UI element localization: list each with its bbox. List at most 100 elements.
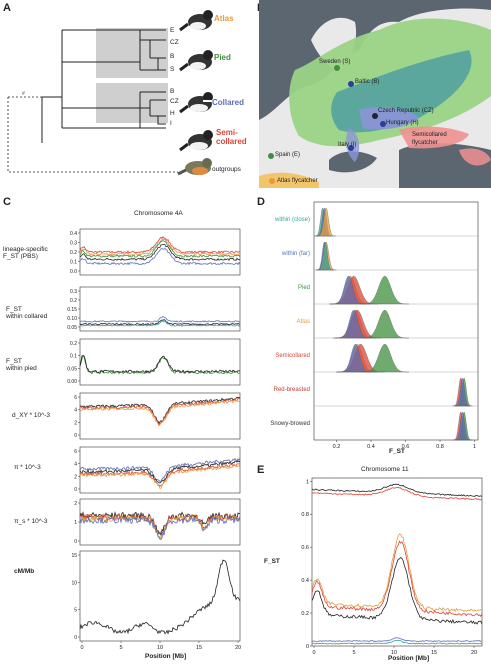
site-baltic <box>348 81 354 87</box>
species-label-semicollared-1: Semi- <box>216 128 238 137</box>
map-label-czech: Czech Republic (CZ) <box>378 108 434 114</box>
row-label-fst-collared-2: within collared <box>6 313 48 320</box>
pbs-series-3 <box>79 243 241 262</box>
pbs-series-1 <box>79 238 241 256</box>
pied-series-1 <box>79 355 241 374</box>
ridge-label-2: Pied <box>298 285 310 291</box>
panel-e-title: Chromosome 11 <box>361 466 409 473</box>
density-curve <box>454 411 471 441</box>
x-tick-label: 0.8 <box>436 444 444 450</box>
site-sweden <box>334 65 340 71</box>
density-curve <box>331 275 366 305</box>
site-atlas <box>269 178 275 184</box>
density-curve <box>316 241 334 271</box>
pis-series-3 <box>79 516 241 540</box>
ridge-label-5: Red-breasted <box>274 387 310 393</box>
density-curve <box>454 377 471 407</box>
fst-high-series-1 <box>311 486 483 501</box>
y-tick-label: 0 <box>74 487 77 493</box>
fst-low-series-1 <box>311 639 483 645</box>
panel-label-d: D <box>257 196 265 208</box>
map-label-spain: Spain (E) <box>275 152 301 158</box>
x-tick-label: 15 <box>196 645 202 651</box>
row-label-fst-pied-2: within pied <box>6 365 37 372</box>
row-label-cm: cM/Mb <box>14 568 35 575</box>
density-curve <box>360 343 409 373</box>
pis-series-0 <box>79 511 241 536</box>
pi-series-0 <box>79 457 241 482</box>
y-tick-label: 6 <box>74 449 77 455</box>
y-tick-label: 0.05 <box>67 325 77 331</box>
phylogeny-tree: # <box>7 28 178 173</box>
y-tick-label: 0.2 <box>70 250 77 256</box>
row-label-dxy: d_XY * 10^-3 <box>12 412 50 419</box>
density-curve <box>336 309 371 339</box>
plot-frame-6 <box>79 550 241 642</box>
x-tick-label: 10 <box>157 645 163 651</box>
y-tick-label: 0.10 <box>67 316 77 322</box>
tip-label-b2: B <box>170 88 175 95</box>
fst-mid-series-2 <box>311 556 483 625</box>
x-tick-label: 0.4 <box>367 444 375 450</box>
y-tick-label: 0.8 <box>301 512 309 518</box>
y-tick-label: 0.00 <box>67 379 77 385</box>
y-tick-label: 0 <box>74 539 77 545</box>
collared-series-2 <box>79 320 241 327</box>
x-tick-label: 5 <box>352 650 355 656</box>
y-tick-label: 4 <box>74 462 77 468</box>
panel-d-plots: within (close) within (far) Pied Atlas Semic… <box>270 201 479 450</box>
fst-low-series-0 <box>311 637 483 642</box>
pied-series-0 <box>79 355 240 375</box>
x-tick-label: 1 <box>473 444 476 450</box>
panel-c-title: Chromosome 4A <box>134 210 183 217</box>
y-tick-label: 0.0 <box>70 269 77 275</box>
y-tick-label: 2 <box>74 420 77 426</box>
species-label-collared: Collared <box>212 98 245 107</box>
pi-series-1 <box>79 460 241 484</box>
ridge-label-0: within (close) <box>274 217 310 223</box>
bird-illustrations <box>177 10 213 176</box>
pbs-series-2 <box>79 240 241 259</box>
row-label-pbs: lineage-specific F_ST (PBS) <box>3 246 48 260</box>
dxy-series-2 <box>79 399 241 427</box>
y-tick-label: 1 <box>74 520 77 526</box>
y-tick-label: 0.1 <box>70 354 77 360</box>
species-label-pied: Pied <box>214 53 231 62</box>
y-tick-label: 0.4 <box>301 578 309 584</box>
ridge-label-3: Atlas <box>297 319 310 325</box>
fst-mid-series-1 <box>311 540 483 618</box>
tip-label-h: H <box>170 110 175 117</box>
tip-label-cz: CZ <box>170 39 179 46</box>
y-tick-label: 15 <box>71 553 77 559</box>
row-label-pbs-2: F_ST (PBS) <box>3 253 38 260</box>
map-label-atlas: Atlas flycatcher <box>277 178 318 184</box>
svg-text:#: # <box>22 91 25 97</box>
y-tick-label: 5 <box>74 608 77 614</box>
y-tick-label: 10 <box>71 580 77 586</box>
species-label-atlas: Atlas <box>214 14 234 23</box>
y-tick-label: 0.3 <box>70 241 77 247</box>
y-tick-label: 0.3 <box>70 289 77 295</box>
bird-icon <box>179 10 213 32</box>
tip-label-s: S <box>170 66 175 73</box>
x-tick-label: 20 <box>471 650 477 656</box>
map-label-italy: Italy (I) <box>338 142 357 148</box>
panel-label-c: C <box>3 196 11 208</box>
row-label-fst-collared: F_ST within collared <box>6 306 47 320</box>
site-italy <box>348 145 354 151</box>
y-tick-label: 0.1 <box>70 260 77 266</box>
y-tick-label: 0 <box>74 433 77 439</box>
y-tick-label: 0.2 <box>70 341 77 347</box>
y-tick-label: 4 <box>74 408 77 414</box>
panel-d-xlabel: F_ST <box>389 448 405 455</box>
y-tick-label: 6 <box>74 395 77 401</box>
row-label-pi: π * 10^-3 <box>14 464 41 471</box>
y-tick-label: 1 <box>306 479 309 485</box>
collared-series-1 <box>79 319 241 326</box>
panel-label-e: E <box>257 464 265 476</box>
pbs-series-4 <box>79 247 241 266</box>
fst-mid-series-0 <box>311 533 483 613</box>
row-label-pbs-1: lineage-specific <box>3 246 48 253</box>
pbs-series-0 <box>79 235 241 254</box>
density-frame <box>313 201 479 441</box>
